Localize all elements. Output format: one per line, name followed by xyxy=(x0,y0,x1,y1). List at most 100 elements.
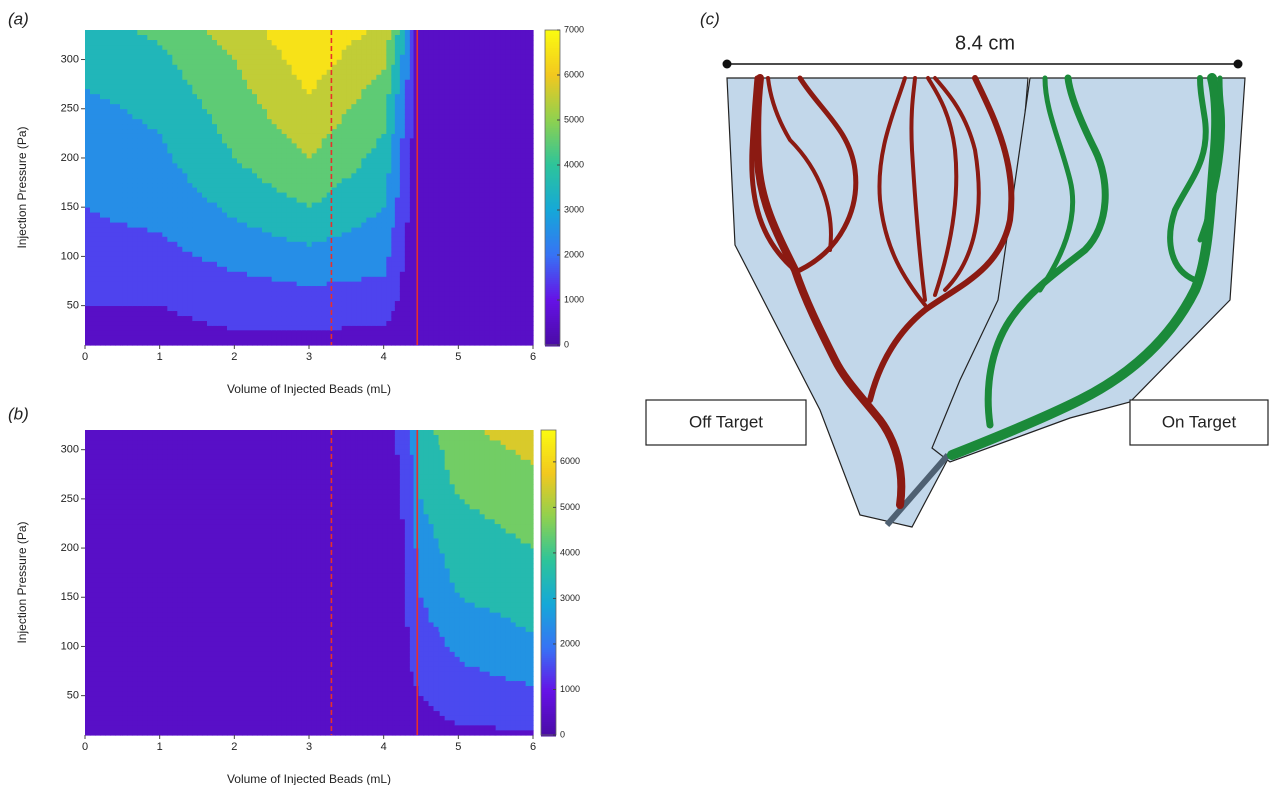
contour-node xyxy=(122,30,197,45)
contour-node xyxy=(346,325,395,345)
colorbar-tick-label: 5000 xyxy=(560,502,580,512)
contour-node xyxy=(395,232,414,282)
contour-node xyxy=(122,440,197,475)
contour-node xyxy=(122,523,197,573)
contour-node xyxy=(346,45,395,85)
contour-node xyxy=(320,440,358,475)
contour-node xyxy=(122,671,197,716)
contour-node xyxy=(346,84,395,134)
contour-node xyxy=(85,281,123,326)
contour-node xyxy=(85,715,123,735)
contour-node xyxy=(85,573,123,623)
contour-node xyxy=(395,30,414,45)
contour-node xyxy=(197,622,272,672)
contour-node xyxy=(122,45,197,85)
contour-node xyxy=(197,281,272,326)
y-tick-label: 300 xyxy=(61,53,79,65)
y-tick-label: 100 xyxy=(61,640,79,652)
contour-node xyxy=(197,474,272,524)
contour-node xyxy=(85,622,123,672)
x-tick-label: 5 xyxy=(455,351,461,363)
contour-node xyxy=(395,430,414,440)
contour-node xyxy=(85,523,123,573)
contour-node xyxy=(496,232,534,282)
contour-node xyxy=(395,474,414,524)
y-tick-label: 50 xyxy=(67,690,79,702)
contour-node xyxy=(440,430,497,440)
x-axis-label: Volume of Injected Beads (mL) xyxy=(227,382,391,396)
contour-node xyxy=(496,430,534,440)
contour-node xyxy=(122,281,197,326)
contour-node xyxy=(272,671,321,716)
contour-node xyxy=(272,523,321,573)
colorbar-tick-label: 6000 xyxy=(564,69,584,79)
contour-node xyxy=(440,325,497,345)
x-tick-label: 3 xyxy=(306,351,312,363)
contour-node xyxy=(320,474,358,524)
contour-node xyxy=(197,232,272,282)
contour-node xyxy=(440,671,497,716)
contour-node xyxy=(272,430,321,440)
off-target-label: Off Target xyxy=(689,412,763,431)
y-tick-label: 150 xyxy=(61,201,79,213)
contour-node xyxy=(122,133,197,183)
contour-node xyxy=(197,671,272,716)
contour-node xyxy=(122,183,197,233)
contour-node xyxy=(496,325,534,345)
contour-node xyxy=(197,45,272,85)
contour-node xyxy=(197,523,272,573)
contour-node xyxy=(496,622,534,672)
x-tick-label: 1 xyxy=(157,741,163,753)
contour-node xyxy=(395,133,414,183)
contour-node xyxy=(122,84,197,134)
contour-node xyxy=(122,474,197,524)
colorbar-tick-label: 7000 xyxy=(564,24,584,34)
panel-label: (c) xyxy=(700,9,720,28)
contour-node xyxy=(395,523,414,573)
contour-node xyxy=(496,474,534,524)
contour-node xyxy=(320,715,358,735)
y-axis-label: Injection Pressure (Pa) xyxy=(15,521,29,643)
contour-node xyxy=(272,232,347,282)
contour-node xyxy=(85,232,123,282)
contour-node xyxy=(85,430,123,440)
contour-node xyxy=(440,474,497,524)
colorbar-tick-label: 6000 xyxy=(560,456,580,466)
contour-node xyxy=(395,440,414,475)
contour-node xyxy=(197,440,272,475)
contour-node xyxy=(346,30,395,45)
contour-node xyxy=(272,715,321,735)
scale-end xyxy=(723,60,732,69)
y-tick-label: 200 xyxy=(61,542,79,554)
contour-node xyxy=(197,325,272,345)
contour-node xyxy=(197,183,272,233)
contour-node xyxy=(496,281,534,326)
contour-node xyxy=(85,133,123,183)
contour-node xyxy=(358,474,396,524)
x-tick-label: 1 xyxy=(157,351,163,363)
contour-node xyxy=(346,232,395,282)
contour-node xyxy=(358,440,396,475)
contour-node xyxy=(320,523,358,573)
contour-node xyxy=(85,183,123,233)
contour-node xyxy=(496,523,534,573)
colorbar-tick-label: 1000 xyxy=(560,684,580,694)
panel-label: (a) xyxy=(8,9,29,28)
contour-node xyxy=(395,325,414,345)
y-tick-label: 100 xyxy=(61,250,79,262)
contour-node xyxy=(272,325,347,345)
contour-node xyxy=(197,430,272,440)
contour-node xyxy=(122,325,197,345)
x-axis-label: Volume of Injected Beads (mL) xyxy=(227,772,391,785)
contour-node xyxy=(440,133,497,183)
contour-node xyxy=(346,133,395,183)
colorbar-tick-label: 3000 xyxy=(560,593,580,603)
colorbar-tick-label: 2000 xyxy=(560,638,580,648)
y-tick-label: 50 xyxy=(67,300,79,312)
contour-node xyxy=(496,573,534,623)
contour-node xyxy=(272,45,347,85)
panel-label: (b) xyxy=(8,404,29,423)
contour-node xyxy=(358,573,396,623)
colorbar-tick-label: 1000 xyxy=(564,294,584,304)
